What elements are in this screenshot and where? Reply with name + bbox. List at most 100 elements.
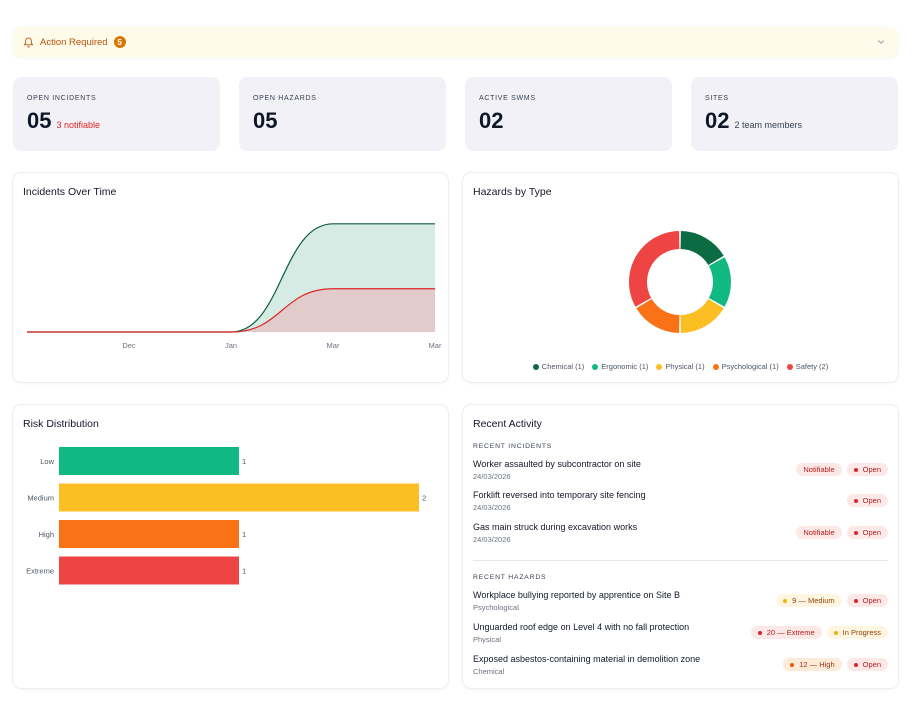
stat-subtext: 2 team members <box>734 120 803 130</box>
bar-medium <box>59 483 419 512</box>
x-tick-label: Mar <box>327 341 340 350</box>
bar-category-label: Low <box>40 457 54 466</box>
stat-value: 05 <box>27 108 52 133</box>
banner-count-badge: 5 <box>113 36 126 48</box>
panel-title: Incidents Over Time <box>23 186 117 198</box>
notifiable-badge: Notifiable <box>796 526 842 539</box>
incident-item[interactable]: Gas main struck during excavation works … <box>473 522 888 548</box>
stat-caption: ACTIVE SWMS <box>479 95 536 102</box>
stat-value: 05 <box>253 108 278 133</box>
status-badge: Open <box>846 463 888 476</box>
hazard-category: Physical <box>473 635 501 644</box>
legend-item-chemical: Chemical (1) <box>532 362 585 371</box>
stat-caption: OPEN HAZARDS <box>253 95 317 102</box>
legend-label: Psychological (1) <box>721 362 779 371</box>
donut-slice-psychological <box>636 298 680 333</box>
status-badge: Open <box>846 658 888 671</box>
incident-item[interactable]: Forklift reversed into temporary site fe… <box>473 490 888 516</box>
x-tick-label: Mar <box>429 341 442 350</box>
legend-item-ergonomic: Ergonomic (1) <box>592 362 648 371</box>
donut-slice-safety <box>629 231 680 307</box>
risk-bar-chart: Low 1 Medium 2 High 1 Extreme 1 <box>26 447 426 585</box>
panel-title: Recent Activity <box>473 418 542 430</box>
hazard-item[interactable]: Workplace bullying reported by apprentic… <box>473 590 888 616</box>
panel-title: Hazards by Type <box>473 186 552 198</box>
legend-swatch <box>656 363 663 370</box>
bar-value-label: 1 <box>242 457 246 466</box>
legend-swatch <box>712 363 719 370</box>
bar-low <box>59 447 239 475</box>
stat-caption: SITES <box>705 95 729 102</box>
risk-badge: 9 — Medium <box>776 594 842 607</box>
hazard-category: Chemical <box>473 667 505 676</box>
bar-category-label: Extreme <box>26 567 54 576</box>
panel-title: Risk Distribution <box>23 418 99 430</box>
incident-date: 24/03/2026 <box>473 503 511 512</box>
incidents-line-chart: Dec Jan Mar Mar <box>27 223 442 350</box>
status-badge: Open <box>846 494 888 507</box>
incidents-over-time-panel: Incidents Over Time Dec Jan Mar Mar <box>13 173 448 382</box>
legend-swatch <box>532 363 539 370</box>
hazards-donut-chart <box>629 231 731 333</box>
legend-swatch <box>786 363 793 370</box>
recent-hazards-caption: RECENT HAZARDS <box>473 574 547 581</box>
chevron-down-icon[interactable] <box>876 37 886 47</box>
action-required-banner[interactable]: Action Required 5 <box>13 27 898 57</box>
divider <box>473 560 888 561</box>
x-tick-label: Dec <box>122 341 136 350</box>
bar-value-label: 2 <box>422 494 426 503</box>
recent-activity-panel: Recent Activity RECENT INCIDENTS Worker … <box>463 405 898 688</box>
legend-label: Ergonomic (1) <box>601 362 649 371</box>
banner-label: Action Required <box>40 36 108 48</box>
legend-item-psychological: Psychological (1) <box>712 362 779 371</box>
bar-category-label: Medium <box>27 494 54 503</box>
hazard-item[interactable]: Unguarded roof edge on Level 4 with no f… <box>473 622 888 648</box>
bar-value-label: 1 <box>242 567 246 576</box>
legend-label: Safety (2) <box>795 362 829 371</box>
legend-label: Physical (1) <box>665 362 705 371</box>
incident-title: Forklift reversed into temporary site fe… <box>473 490 646 500</box>
x-tick-label: Jan <box>225 341 237 350</box>
legend-label: Chemical (1) <box>541 362 585 371</box>
bar-extreme <box>59 556 239 585</box>
status-badge: Open <box>846 594 888 607</box>
hazards-by-type-panel: Hazards by Type Chemical (1) Ergonomic (… <box>463 173 898 382</box>
incident-title: Worker assaulted by subcontractor on sit… <box>473 459 641 469</box>
stat-subtext: 3 notifiable <box>56 120 101 130</box>
donut-legend: Chemical (1) Ergonomic (1) Physical (1) … <box>463 362 898 371</box>
donut-slice-ergonomic <box>708 257 731 307</box>
stat-value: 02 <box>479 108 504 133</box>
recent-incidents-caption: RECENT INCIDENTS <box>473 443 553 450</box>
bell-icon <box>23 37 34 48</box>
status-badge: Open <box>846 526 888 539</box>
hazard-title: Workplace bullying reported by apprentic… <box>473 590 680 600</box>
risk-badge: 20 — Extreme <box>750 626 822 639</box>
stat-caption: OPEN INCIDENTS <box>27 95 97 102</box>
stat-card-sites[interactable]: SITES 02 2 team members <box>691 77 898 151</box>
status-badge: In Progress <box>826 626 888 639</box>
hazard-category: Psychological <box>473 603 519 612</box>
series-line <box>27 288 435 333</box>
stat-card-open-incidents[interactable]: OPEN INCIDENTS 05 3 notifiable <box>13 77 220 151</box>
incident-date: 24/03/2026 <box>473 535 511 544</box>
bar-value-label: 1 <box>242 530 246 539</box>
stat-card-active-swms[interactable]: ACTIVE SWMS 02 <box>465 77 672 151</box>
legend-swatch <box>592 363 599 370</box>
incident-item[interactable]: Worker assaulted by subcontractor on sit… <box>473 459 888 485</box>
hazard-title: Exposed asbestos-containing material in … <box>473 654 701 664</box>
risk-badge: 12 — High <box>783 658 842 671</box>
notifiable-badge: Notifiable <box>796 463 842 476</box>
donut-slice-chemical <box>680 231 724 266</box>
bar-high <box>59 520 239 548</box>
stat-card-open-hazards[interactable]: OPEN HAZARDS 05 <box>239 77 446 151</box>
risk-distribution-panel: Risk Distribution Low 1 Medium 2 High 1 Extrem… <box>13 405 448 688</box>
incident-title: Gas main struck during excavation works <box>473 522 638 532</box>
legend-item-physical: Physical (1) <box>656 362 705 371</box>
donut-slice-physical <box>680 298 724 333</box>
bar-category-label: High <box>39 530 54 539</box>
series-area <box>27 288 435 332</box>
stat-value: 02 <box>705 108 730 133</box>
incident-date: 24/03/2026 <box>473 472 511 481</box>
hazard-item[interactable]: Exposed asbestos-containing material in … <box>473 654 888 680</box>
hazard-title: Unguarded roof edge on Level 4 with no f… <box>473 622 690 632</box>
